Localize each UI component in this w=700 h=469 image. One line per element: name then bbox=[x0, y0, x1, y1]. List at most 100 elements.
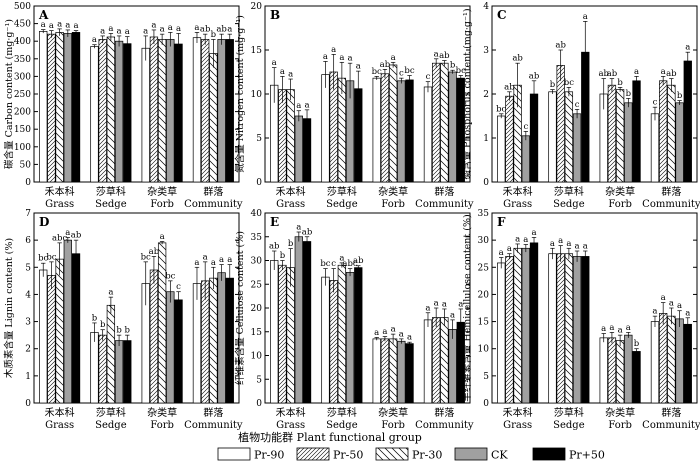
bar-ck bbox=[294, 236, 303, 404]
bar-ck bbox=[114, 340, 124, 404]
y-tick-label: 0 bbox=[483, 399, 489, 409]
category-label-en: Grass bbox=[503, 199, 532, 210]
y-tick-label: 15 bbox=[478, 318, 490, 328]
significance-letter: a bbox=[211, 258, 216, 268]
x-axis-title: 植物功能群 Plant functional group bbox=[238, 430, 422, 444]
y-tick-label: 35 bbox=[478, 209, 490, 219]
category-label-en: Community bbox=[415, 420, 474, 431]
bar-pr-50 bbox=[659, 313, 668, 404]
significance-letter: a bbox=[296, 101, 301, 111]
significance-letter: a bbox=[151, 20, 156, 30]
significance-letter: ab bbox=[380, 60, 391, 70]
significance-letter: b bbox=[617, 78, 623, 88]
y-tick-label: 10 bbox=[251, 352, 263, 362]
bar-pr-50 bbox=[432, 62, 441, 183]
significance-letter: a bbox=[374, 328, 379, 338]
category-label-zh: 禾本科 bbox=[276, 185, 306, 198]
bar-pr+50 bbox=[225, 277, 234, 404]
significance-letter: ab bbox=[269, 242, 280, 252]
y-tick-label: 4 bbox=[483, 2, 489, 12]
significance-letter: a bbox=[618, 326, 623, 336]
bar-pr+50 bbox=[632, 351, 641, 404]
y-tick-label: 200 bbox=[14, 108, 31, 118]
bar-pr-90 bbox=[650, 113, 660, 183]
significance-letter: ab bbox=[607, 69, 618, 79]
significance-letter: c bbox=[575, 100, 580, 110]
bar-pr-50 bbox=[505, 95, 514, 183]
bar-pr-50 bbox=[149, 36, 159, 183]
significance-letter: a bbox=[458, 299, 463, 309]
significance-letter: bc bbox=[165, 271, 175, 281]
significance-letter: a bbox=[583, 12, 588, 22]
legend-label: Pr-50 bbox=[333, 449, 363, 462]
significance-letter: ab bbox=[71, 231, 82, 241]
bar-pr-30 bbox=[388, 64, 398, 183]
significance-letter: b bbox=[677, 91, 683, 101]
significance-letter: bc bbox=[372, 67, 382, 77]
significance-letter: b bbox=[634, 339, 640, 349]
significance-letter: b bbox=[450, 61, 456, 71]
category-label-en: Forb bbox=[608, 199, 632, 210]
category-label-zh: 杂类草 bbox=[378, 406, 408, 419]
significance-letter: ab bbox=[504, 82, 515, 92]
bar-pr-90 bbox=[423, 319, 433, 404]
y-tick-label: 35 bbox=[251, 233, 263, 243]
legend-label: CK bbox=[491, 449, 508, 462]
category-label-zh: 杂类草 bbox=[147, 406, 177, 419]
bar-pr-50 bbox=[607, 337, 617, 404]
significance-letter: c bbox=[176, 282, 181, 292]
y-tick-label: 20 bbox=[478, 290, 490, 300]
category-label-zh: 莎草科 bbox=[327, 185, 357, 198]
bar-pr-50 bbox=[98, 334, 107, 404]
significance-letter: b bbox=[550, 80, 556, 90]
y-axis-label: 半纤维素含量 Hemicellulose content (%) bbox=[461, 214, 473, 401]
significance-letter: b bbox=[288, 239, 294, 249]
bar-pr-50 bbox=[278, 264, 287, 404]
bar-pr+50 bbox=[174, 299, 183, 404]
y-tick-label: 7 bbox=[25, 209, 31, 219]
category-label-en: Community bbox=[642, 420, 700, 431]
bar-pr+50 bbox=[405, 343, 414, 404]
y-tick-label: 0 bbox=[25, 178, 31, 188]
significance-letter: a bbox=[531, 228, 536, 238]
category-label-en: Community bbox=[642, 199, 700, 210]
bar-pr-50 bbox=[607, 84, 617, 183]
significance-letter: a bbox=[685, 308, 690, 318]
significance-letter: a bbox=[382, 327, 387, 337]
significance-letter: a bbox=[296, 223, 301, 233]
significance-letter: a bbox=[434, 49, 439, 59]
significance-letter: a bbox=[108, 288, 113, 298]
y-tick-label: 4 bbox=[25, 290, 31, 300]
significance-letter: b bbox=[100, 320, 106, 330]
bar-pr-50 bbox=[201, 39, 210, 183]
significance-letter: a bbox=[550, 239, 555, 249]
category-label-en: Forb bbox=[608, 420, 632, 431]
chart-panel-a: A 0 50 100 150 200 250 300 350 400 450 500 碳含量 Carbo… bbox=[3, 2, 243, 210]
y-tick-label: 5 bbox=[256, 375, 262, 385]
panel-letter: A bbox=[38, 8, 49, 22]
y-axis-label: 氮含量 Nitrogen content (mg·g⁻¹) bbox=[234, 15, 246, 173]
bar-pr+50 bbox=[123, 340, 132, 404]
bar-pr-90 bbox=[321, 74, 330, 183]
bar-pr-50 bbox=[505, 256, 514, 404]
bar-pr-90 bbox=[90, 46, 99, 183]
category-label-en: Grass bbox=[276, 199, 305, 210]
y-tick-label: 500 bbox=[14, 2, 31, 12]
y-tick-label: 5 bbox=[483, 372, 489, 382]
y-tick-label: 5 bbox=[256, 134, 262, 144]
bar-pr+50 bbox=[581, 256, 590, 404]
bar-ck bbox=[397, 340, 406, 404]
significance-letter: a bbox=[41, 20, 46, 30]
bar-pr-50 bbox=[432, 317, 441, 404]
significance-letter: b bbox=[626, 89, 632, 99]
bar-ck bbox=[166, 291, 175, 404]
significance-letter: a bbox=[515, 234, 520, 244]
legend-label: Pr-90 bbox=[254, 449, 284, 462]
significance-letter: c bbox=[399, 69, 404, 79]
bar-pr-50 bbox=[556, 253, 565, 404]
bar-pr+50 bbox=[683, 323, 692, 404]
bar-pr-30 bbox=[157, 242, 167, 404]
y-tick-label: 2 bbox=[25, 345, 31, 355]
significance-letter: a bbox=[57, 19, 62, 29]
